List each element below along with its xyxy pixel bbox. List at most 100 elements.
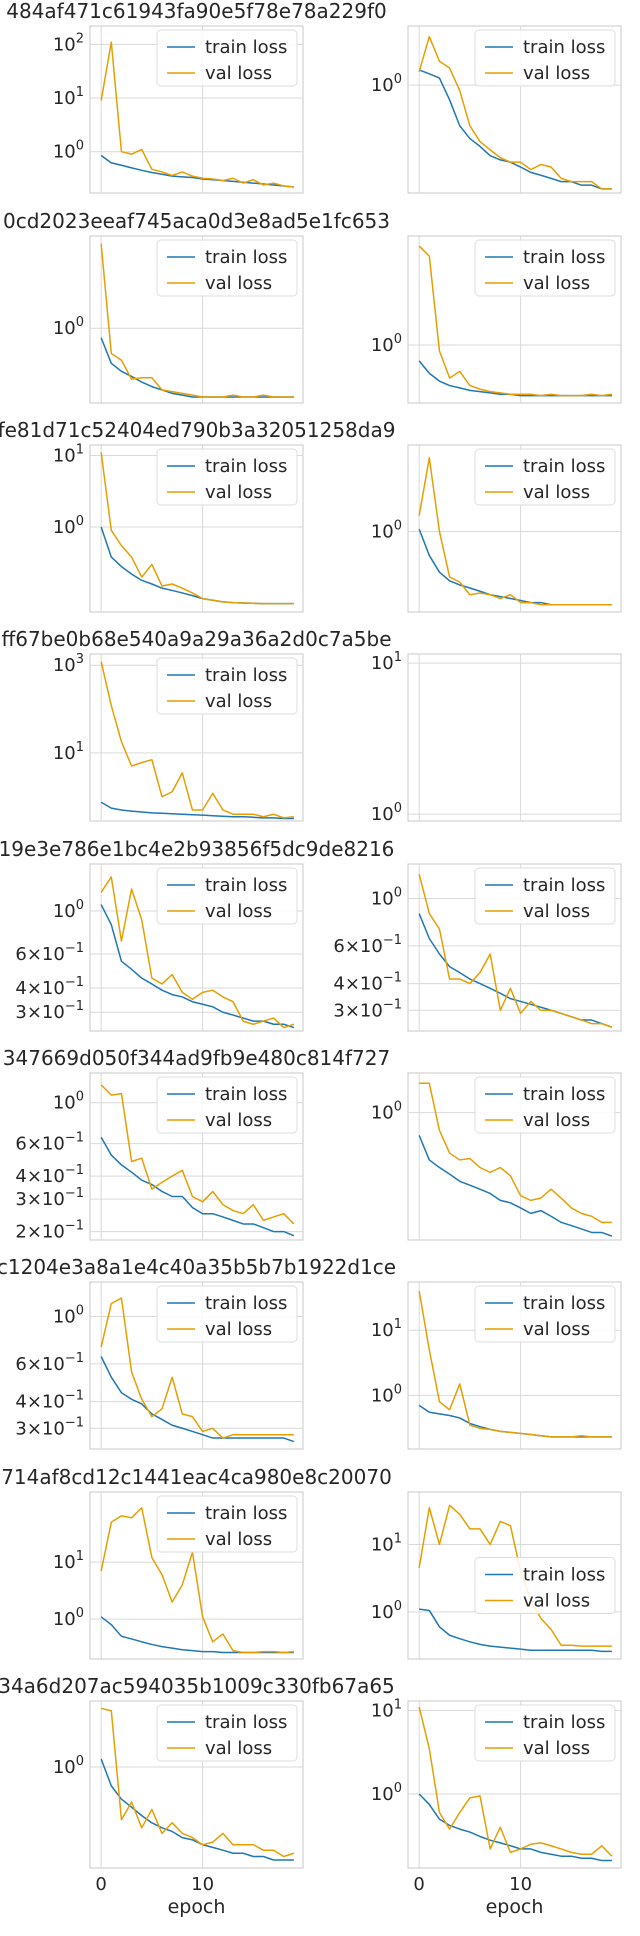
legend-train-label: train loss — [205, 665, 287, 686]
y-tick-label: 100 — [371, 332, 402, 356]
legend-box — [156, 1285, 298, 1343]
y-tick-label: 101 — [53, 740, 84, 764]
y-tick-exponent: −1 — [65, 1351, 84, 1366]
y-tick-label: 100 — [371, 801, 402, 825]
subplot-6-0: 100 6×10−1 4×10−13×10−1 c1204e3a8a1e4c40a35… — [0, 1255, 396, 1450]
val-loss-line — [100, 661, 294, 819]
legend-train-label: train loss — [205, 1293, 287, 1314]
subplot-title: 347669d050f344ad9fb9e480c814f727 — [3, 1046, 390, 1070]
y-tick-exponent: −1 — [65, 1131, 84, 1146]
legend-train-label: train loss — [523, 875, 605, 896]
y-tick-label: 100 — [371, 885, 402, 909]
legend-val-label: val loss — [523, 901, 590, 922]
train-loss-line — [418, 1135, 613, 1237]
y-tick-label: 100 — [371, 1781, 402, 1805]
series-group — [100, 1297, 295, 1443]
subplot-title: 484af471c61943fa90e5f78e78a229f0 — [6, 0, 386, 23]
legend-val-label: val loss — [205, 1529, 272, 1550]
legend: train loss val loss — [156, 1285, 298, 1343]
legend-train-label: train loss — [523, 456, 605, 477]
subplot-title: fe81d71c52404ed790b3a32051258da9 — [0, 418, 395, 442]
y-tick-label: 100 — [371, 518, 402, 542]
legend-val-label: val loss — [205, 1319, 272, 1340]
y-tick-exponent: −1 — [65, 1163, 84, 1178]
x-tick-label: 10 — [509, 1874, 532, 1895]
legend-val-label: val loss — [205, 901, 272, 922]
y-tick-exponent: 0 — [394, 1100, 402, 1115]
legend: train loss val loss — [474, 239, 616, 297]
legend: train loss val loss — [474, 448, 616, 506]
legend-train-label: train loss — [523, 1084, 605, 1105]
legend-box — [156, 448, 298, 506]
val-loss-line — [100, 41, 294, 188]
val-loss-line — [418, 1290, 612, 1438]
y-tick-exponent: 0 — [394, 332, 402, 347]
y-tick-exponent: 1 — [394, 1531, 402, 1546]
y-tick-exponent: 1 — [76, 442, 84, 457]
val-loss-line — [100, 1297, 294, 1439]
y-tick-label: 101 — [371, 1317, 402, 1341]
y-tick-exponent: 0 — [76, 139, 84, 154]
legend-box — [156, 1495, 298, 1553]
series-group — [418, 1504, 612, 1653]
series-group — [418, 35, 612, 190]
axes-frame — [407, 653, 622, 822]
legend-box — [474, 867, 616, 925]
series-group — [100, 876, 295, 1029]
y-tick-label: 101 — [53, 85, 84, 109]
legend-val-label: val loss — [523, 1738, 590, 1759]
val-loss-line — [100, 1507, 294, 1654]
subplot-title: 34a6d207ac594035b1009c330fb67a65 — [0, 1674, 395, 1698]
y-tick-exponent: −1 — [383, 971, 402, 986]
legend-box — [474, 1557, 616, 1614]
legend-box — [156, 29, 298, 87]
y-tick-label: 100 — [53, 139, 84, 163]
y-tick-exponent: 2 — [76, 31, 84, 46]
y-tick-label: 100 — [371, 1382, 402, 1406]
subplot-7-0: 101 100 714af8cd12c1441eac4ca980e8c20070 tr… — [1, 1465, 392, 1660]
legend-box — [156, 1704, 298, 1762]
y-tick-exponent: −1 — [65, 975, 84, 990]
y-tick-exponent: 0 — [394, 801, 402, 816]
legend: train loss val loss — [156, 29, 298, 87]
y-tick-label: 3×10−1 — [15, 1186, 84, 1210]
legend-box — [156, 657, 298, 715]
y-tick-label: 6×10−1 — [15, 941, 84, 965]
subplot-7-1: 101 100 train loss val loss — [371, 1491, 622, 1660]
series-group — [418, 457, 612, 606]
legend-val-label: val loss — [205, 273, 272, 294]
legend-train-label: train loss — [205, 37, 287, 58]
y-tick-exponent: 0 — [76, 1303, 84, 1318]
legend: train loss val loss — [156, 1076, 298, 1134]
y-tick-label: 100 — [53, 315, 84, 339]
y-tick-label: 100 — [53, 1754, 84, 1778]
y-tick-label: 4×10−1 — [15, 1389, 84, 1413]
legend-box — [474, 29, 616, 87]
legend: train loss val loss — [156, 1495, 298, 1553]
subplot-4-1: 100 6×10−1 4×10−13×10−1 train loss val loss — [333, 863, 622, 1032]
subplot-8-0: 10034a6d207ac594035b1009c330fb67a65train… — [0, 1674, 395, 1918]
y-tick-label: 2×10−1 — [15, 1219, 84, 1243]
legend-val-label: val loss — [523, 1319, 590, 1340]
legend-box — [156, 867, 298, 925]
y-tick-exponent: −1 — [383, 997, 402, 1012]
val-loss-line — [418, 457, 612, 606]
series-group — [100, 41, 294, 188]
y-tick-exponent: 0 — [394, 518, 402, 533]
y-tick-exponent: −1 — [383, 933, 402, 948]
legend-box — [474, 1285, 616, 1343]
legend-train-label: train loss — [523, 1712, 605, 1733]
legend-val-label: val loss — [523, 273, 590, 294]
y-tick-exponent: 0 — [76, 898, 84, 913]
legend-val-label: val loss — [205, 63, 272, 84]
y-tick-label: 6×10−1 — [15, 1351, 84, 1375]
y-tick-label: 103 — [53, 652, 84, 676]
legend-train-label: train loss — [523, 247, 605, 268]
y-tick-exponent: −1 — [65, 1389, 84, 1404]
y-tick-label: 100 — [53, 1606, 84, 1630]
y-tick-label: 4×10−1 — [333, 971, 402, 995]
y-tick-label: 3×10−1 — [15, 1415, 84, 1439]
train-loss-line — [419, 1608, 612, 1653]
subplot-2-0: 101 100 fe81d71c52404ed790b3a32051258da9 tr… — [0, 418, 395, 613]
